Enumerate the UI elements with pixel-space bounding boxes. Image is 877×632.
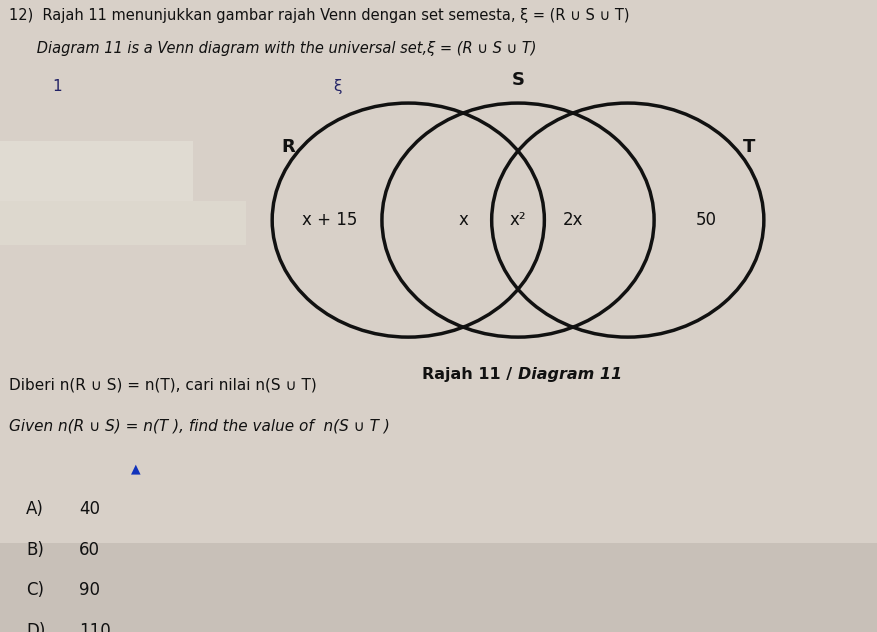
- Text: Rajah 11 /: Rajah 11 /: [422, 367, 517, 382]
- Text: Given n(R ∪ S) = n(T ), find the value of  n(S ∪ T ): Given n(R ∪ S) = n(T ), find the value o…: [9, 418, 389, 434]
- Text: T: T: [742, 138, 754, 155]
- Text: Diagram 11: Diagram 11: [517, 367, 622, 382]
- FancyBboxPatch shape: [0, 0, 877, 544]
- FancyBboxPatch shape: [0, 201, 246, 245]
- Text: R: R: [281, 138, 295, 155]
- Text: 60: 60: [79, 541, 100, 559]
- Text: C): C): [26, 581, 45, 600]
- Text: Diagram 11 is a Venn diagram with the universal set,ξ = (R ∪ S ∪ T): Diagram 11 is a Venn diagram with the un…: [9, 40, 536, 56]
- Text: 50: 50: [695, 211, 717, 229]
- Text: B): B): [26, 541, 44, 559]
- Text: S: S: [511, 71, 524, 90]
- Text: 90: 90: [79, 581, 100, 600]
- Text: 2x: 2x: [562, 211, 582, 229]
- Text: 1: 1: [53, 79, 62, 94]
- Text: 110: 110: [79, 623, 111, 632]
- Text: ▲: ▲: [132, 462, 140, 475]
- Text: ξ: ξ: [333, 79, 342, 94]
- Text: x + 15: x + 15: [302, 211, 357, 229]
- Text: Diberi n(R ∪ S) = n(T), cari nilai n(S ∪ T): Diberi n(R ∪ S) = n(T), cari nilai n(S ∪…: [9, 378, 317, 392]
- FancyBboxPatch shape: [0, 142, 193, 207]
- Text: A): A): [26, 500, 44, 518]
- Text: x: x: [458, 211, 467, 229]
- Text: x²: x²: [509, 211, 525, 229]
- Text: D): D): [26, 623, 46, 632]
- Text: 40: 40: [79, 500, 100, 518]
- Text: 12)  Rajah 11 menunjukkan gambar rajah Venn dengan set semesta, ξ = (R ∪ S ∪ T): 12) Rajah 11 menunjukkan gambar rajah Ve…: [9, 8, 629, 23]
